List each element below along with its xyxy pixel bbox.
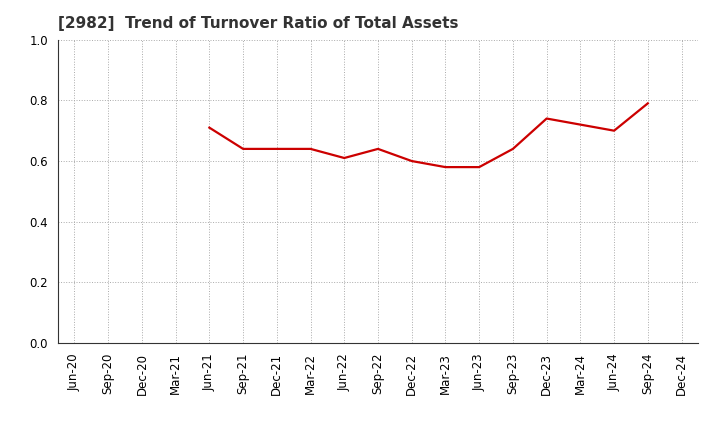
Text: [2982]  Trend of Turnover Ratio of Total Assets: [2982] Trend of Turnover Ratio of Total … (58, 16, 458, 32)
